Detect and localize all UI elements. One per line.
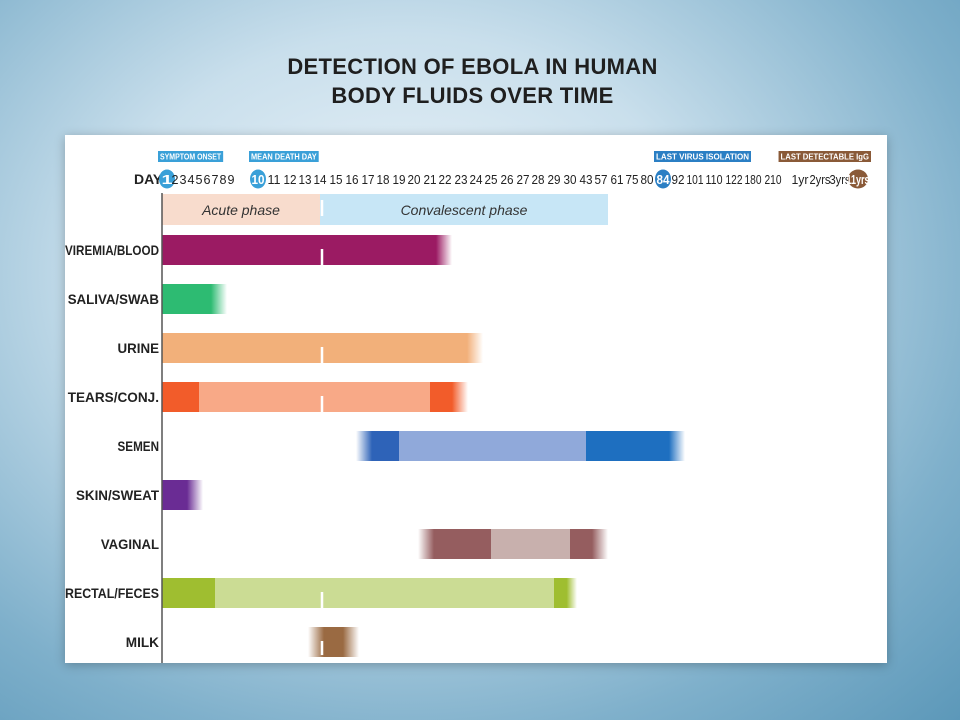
- tick-label: 101: [687, 173, 704, 187]
- tick-label: 1yr: [792, 173, 809, 187]
- row-label: SEMEN: [118, 438, 160, 454]
- axis-label-day: DAY: [134, 171, 163, 187]
- tick-label: 18: [377, 173, 390, 187]
- tick-label: 25: [485, 173, 498, 187]
- row-label: MILK: [126, 634, 159, 650]
- milestone-callout: LAST DETECTABLE IgG: [778, 151, 871, 162]
- bar-segment: [199, 382, 437, 412]
- chart-title-line1: DETECTION OF EBOLA IN HUMAN: [287, 54, 658, 79]
- tick-label: 1: [162, 173, 173, 187]
- bar-segment: [162, 284, 227, 314]
- tick-label: 2yrs: [810, 173, 831, 187]
- tick-label: 6: [204, 173, 211, 187]
- bar-segment: [308, 627, 359, 657]
- row-label: TEARS/CONJ.: [68, 389, 159, 405]
- tick-label: 29: [548, 173, 561, 187]
- tick-marker-11yrs: [848, 169, 868, 189]
- tick-label: 3: [180, 173, 187, 187]
- tick-label: 80: [641, 173, 654, 187]
- tick-label: 22: [439, 173, 452, 187]
- phase-label: Acute phase: [201, 202, 280, 218]
- ebola-timeline-chart: Acute phase Convalescent phase DAY 12 3 4 5 6 7…: [65, 151, 871, 663]
- tick-label: 13: [299, 173, 312, 187]
- bar-segment: [430, 382, 468, 412]
- tick-label: 15: [330, 173, 343, 187]
- phase-label: Convalescent phase: [401, 202, 528, 218]
- chart-title: DETECTION OF EBOLA IN HUMAN BODY FLUIDS …: [180, 52, 765, 110]
- tick-label: 92: [672, 173, 685, 187]
- row-label: SALIVA/SWAB: [68, 291, 159, 307]
- tick-label: 20: [408, 173, 421, 187]
- milestone-label: MEAN DEATH DAY: [251, 153, 317, 162]
- bar-segment: [215, 578, 561, 608]
- tick-marker-10: [250, 169, 266, 189]
- row-label-group: VIREMIA/BLOOD SALIVA/SWAB URINE TEARS/CONJ.…: [65, 242, 159, 650]
- tick-label: 10: [252, 173, 265, 187]
- row-label: RECTAL/FECES: [65, 585, 159, 601]
- tick-label: 3yrs: [830, 173, 851, 187]
- tick-label: 75: [626, 173, 639, 187]
- bar-group: [162, 235, 685, 657]
- tick-label: 5: [196, 173, 203, 187]
- milestone-label: LAST VIRUS ISOLATION: [656, 153, 749, 162]
- tick-label: 23: [455, 173, 468, 187]
- row-label: VAGINAL: [101, 536, 160, 552]
- tick-label: 27: [517, 173, 530, 187]
- bar-segment: [162, 480, 203, 510]
- tick-label: 24: [470, 173, 483, 187]
- tick-label: 4: [188, 173, 195, 187]
- bar-segment: [418, 529, 498, 559]
- row-label: SKIN/SWEAT: [76, 487, 159, 503]
- bar-segment: [554, 578, 577, 608]
- tick-label: 2: [172, 173, 179, 187]
- chart-title-line2: BODY FLUIDS OVER TIME: [331, 83, 614, 108]
- tick-label: 19: [393, 173, 406, 187]
- tick-label: 7: [212, 173, 219, 187]
- tick-label: 9: [228, 173, 235, 187]
- tick-label: 122: [726, 173, 743, 187]
- bar-segment: [356, 431, 406, 461]
- row-label: VIREMIA/BLOOD: [65, 242, 159, 258]
- tick-label: 30: [564, 173, 577, 187]
- phase-band: [320, 194, 608, 225]
- chart-panel: Acute phase Convalescent phase DAY 1 2 3 4 5 6 7…: [65, 135, 887, 663]
- tick-label: 61: [611, 173, 624, 187]
- milestone-label: LAST DETECTABLE IgG: [781, 153, 869, 162]
- row-label: URINE: [118, 340, 160, 356]
- tick-label: 21: [424, 173, 437, 187]
- tick-label: 84: [657, 173, 670, 187]
- phase-band-group: Acute phase Convalescent phase: [162, 194, 608, 225]
- bar-segment: [162, 578, 219, 608]
- tick-label: 17: [362, 173, 375, 187]
- milestone-callout: MEAN DEATH DAY: [249, 151, 319, 162]
- milestone-callout: SYMPTOM ONSET: [158, 151, 224, 162]
- tick-label: 8: [220, 173, 227, 187]
- tick-label: 12: [284, 173, 297, 187]
- tick-label: 180: [745, 173, 762, 187]
- axis-group: DAY 12 3 4 5 6 7 8 9 10 11 12 13 14 15 16 17 18 19 20 21 22 23…: [134, 151, 871, 663]
- bar-segment: [399, 431, 593, 461]
- tick-label: 110: [706, 173, 723, 187]
- tick-label: 16: [346, 173, 359, 187]
- bar-segment: [162, 382, 203, 412]
- bar-segment: [162, 235, 452, 265]
- tick-marker-1: [159, 169, 175, 189]
- tick-label: 11: [268, 173, 281, 187]
- tick-label: 210: [765, 173, 782, 187]
- tick-label: 43: [580, 173, 593, 187]
- milestone-callout: LAST VIRUS ISOLATION: [654, 151, 751, 162]
- tick-label: 26: [501, 173, 514, 187]
- bar-segment: [586, 431, 685, 461]
- milestone-label: SYMPTOM ONSET: [160, 153, 221, 162]
- tick-label: 11yrs: [847, 173, 870, 187]
- bar-segment: [491, 529, 577, 559]
- phase-band: [162, 194, 320, 225]
- tick-label: 28: [532, 173, 545, 187]
- tick-label: 57: [595, 173, 608, 187]
- bar-segment: [570, 529, 608, 559]
- tick-marker-84: [655, 169, 671, 189]
- tick-label: 14: [314, 173, 327, 187]
